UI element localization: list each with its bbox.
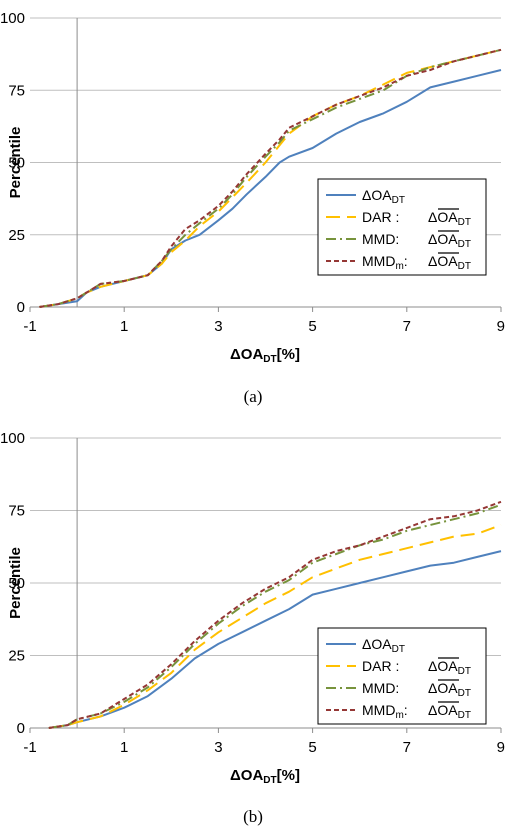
series-line (48, 500, 502, 729)
y-tick-label: 100 (0, 430, 25, 447)
legend-main: ΔOA (428, 209, 458, 225)
legend-prefix: MMD: (362, 231, 399, 247)
legend-label: DAR : ΔOADT (362, 209, 471, 228)
x-tick-label: 7 (403, 318, 411, 335)
legend-prefix-tail: : (404, 702, 408, 718)
series-line (48, 503, 502, 729)
x-axis-title-suffix: [%] (277, 346, 300, 363)
legend-prefix: MMD (362, 253, 395, 269)
x-axis-title-main: ΔOA (230, 767, 263, 784)
legend-main: ΔOA (428, 702, 458, 718)
series-line (39, 48, 502, 308)
legend-sub: DT (392, 644, 405, 655)
legend-prefix: MMD: (362, 680, 399, 696)
y-tick-label: 50 (8, 575, 25, 592)
x-tick-label: 9 (497, 739, 505, 756)
x-tick-label: 1 (120, 318, 128, 335)
legend-sub: DT (458, 217, 471, 228)
series-line (48, 550, 502, 729)
legend-label: DAR : ΔOADT (362, 658, 471, 677)
y-tick-label: 0 (17, 720, 25, 737)
x-tick-label: 7 (403, 739, 411, 756)
panel-caption: (b) (243, 807, 263, 826)
legend-label: MMDm: ΔOADT (362, 702, 471, 721)
legend-prefix-tail: : (404, 253, 408, 269)
x-tick-label: -1 (23, 739, 36, 756)
legend-main: ΔOA (362, 636, 392, 652)
x-axis-title-suffix: [%] (277, 767, 300, 784)
legend-sub: DT (458, 666, 471, 677)
y-tick-label: 50 (8, 155, 25, 172)
legend-prefix: MMD (362, 702, 395, 718)
legend-main: ΔOA (428, 253, 458, 269)
x-axis-title-main: ΔOA (230, 346, 263, 363)
legend-label: ΔOADT (362, 187, 405, 206)
panel-caption: (a) (244, 387, 263, 406)
y-axis-title: Percentile (7, 127, 24, 199)
legend-sub: DT (458, 688, 471, 699)
x-axis-title-sub: DT (263, 354, 276, 365)
x-tick-label: 9 (497, 318, 505, 335)
legend-prefix-sub: m (395, 261, 403, 272)
legend-main: ΔOA (428, 680, 458, 696)
y-axis-title: Percentile (7, 547, 24, 619)
y-tick-label: 75 (8, 503, 25, 520)
legend-sub: DT (458, 710, 471, 721)
legend-label: ΔOADT (362, 636, 405, 655)
x-tick-label: 3 (214, 739, 222, 756)
x-axis-title: ΔOADT[%] (230, 767, 300, 786)
legend-prefix: DAR : (362, 209, 399, 225)
series-line (48, 524, 502, 729)
legend-prefix-sub: m (395, 710, 403, 721)
legend-main: ΔOA (428, 658, 458, 674)
x-tick-label: 5 (308, 739, 316, 756)
legend-sub: DT (392, 195, 405, 206)
legend-label: MMD: ΔOADT (362, 680, 471, 699)
x-tick-label: 5 (308, 318, 316, 335)
y-tick-label: 100 (0, 10, 25, 27)
x-axis-title-sub: DT (263, 775, 276, 786)
legend-label: MMDm: ΔOADT (362, 253, 471, 272)
x-tick-label: 3 (214, 318, 222, 335)
y-tick-label: 25 (8, 648, 25, 665)
x-tick-label: -1 (23, 318, 36, 335)
series-line (39, 48, 502, 308)
y-tick-label: 0 (17, 299, 25, 316)
legend-prefix: DAR : (362, 658, 399, 674)
y-tick-label: 25 (8, 227, 25, 244)
legend-label: MMD: ΔOADT (362, 231, 471, 250)
x-axis-title: ΔOADT[%] (230, 346, 300, 365)
x-tick-label: 1 (120, 739, 128, 756)
legend-sub: DT (458, 261, 471, 272)
y-tick-label: 75 (8, 82, 25, 99)
legend-main: ΔOA (428, 231, 458, 247)
legend-main: ΔOA (362, 187, 392, 203)
legend-sub: DT (458, 239, 471, 250)
